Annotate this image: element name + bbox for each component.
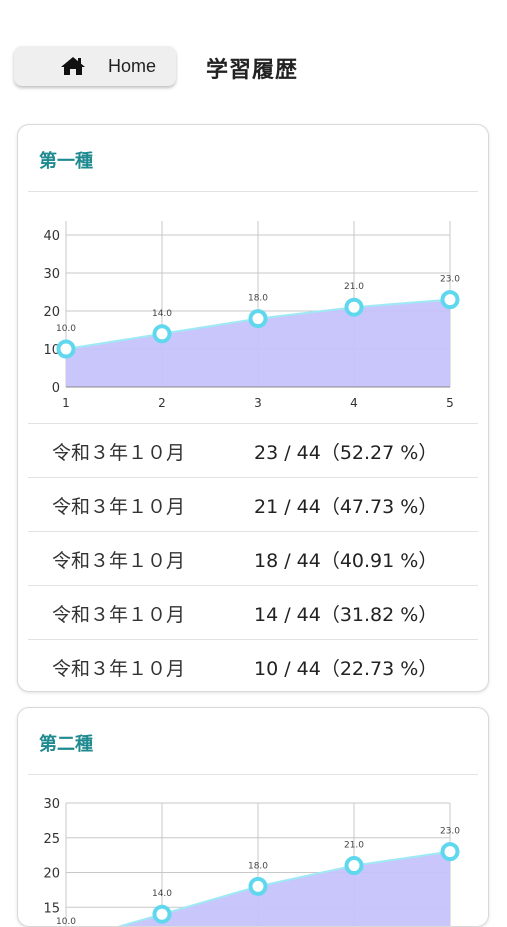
history-row: 令和３年１０月 14 / 44（31.82 %）	[28, 585, 478, 639]
section-title: 第二種	[39, 734, 93, 755]
data-point	[440, 842, 460, 862]
y-tick-label: 30	[43, 797, 60, 812]
home-button-label: Home	[108, 56, 157, 76]
history-date: 令和３年１０月	[52, 496, 186, 518]
history-row: 令和３年１０月 23 / 44（52.27 %）	[28, 423, 478, 477]
y-tick-label: 20	[43, 867, 60, 882]
history-row: 令和３年１０月 18 / 44（40.91 %）	[28, 531, 478, 585]
data-label: 14.0	[152, 889, 172, 899]
data-point	[56, 339, 76, 359]
data-point	[248, 876, 268, 896]
history-date: 令和３年１０月	[52, 658, 186, 680]
top-bar: Home 学習履歴	[0, 0, 507, 110]
y-tick-label: 10	[43, 343, 60, 358]
x-tick-label: 1	[62, 396, 70, 410]
page-title: 学習履歴	[206, 58, 299, 83]
data-label: 10.0	[56, 324, 76, 334]
section-title: 第一種	[39, 151, 93, 172]
score-chart-type1: 0 10 20 30 40 10.0 14.0 18.0 21.0 23.0 1 2 3 4 5	[43, 221, 460, 410]
data-point	[440, 290, 460, 310]
x-tick-label: 5	[446, 396, 454, 410]
divider	[28, 191, 478, 192]
score-chart-type2: 15 20 25 30 10.0 14.0 18.0 21.0 23.0	[43, 797, 460, 927]
x-tick-label: 2	[158, 396, 166, 410]
data-label: 21.0	[344, 282, 364, 292]
area-fill	[66, 299, 450, 387]
data-label: 10.0	[56, 917, 76, 927]
history-score: 18 / 44（40.91 %）	[254, 550, 438, 572]
history-date: 令和３年１０月	[52, 442, 186, 464]
data-label: 18.0	[248, 294, 268, 304]
data-point	[152, 904, 172, 924]
section-card-type2: 第二種 15 20 25 30 10.0 14.0 18.0 21.0 23.0	[17, 707, 489, 927]
history-row: 令和３年１０月 21 / 44（47.73 %）	[28, 477, 478, 531]
section-card-type1: 第一種 0 10 20 30 40 10.0 14.0 18.0 21.0 23.0 1 2 3 4 5 令…	[17, 124, 489, 692]
y-tick-label: 20	[43, 305, 60, 320]
history-row: 令和３年１０月 10 / 44（22.73 %）	[28, 639, 478, 691]
history-score: 21 / 44（47.73 %）	[254, 496, 438, 518]
history-score: 14 / 44（31.82 %）	[254, 604, 438, 626]
data-label: 21.0	[344, 841, 364, 851]
history-score: 10 / 44（22.73 %）	[254, 658, 438, 680]
y-tick-label: 15	[43, 901, 60, 916]
x-tick-label: 4	[350, 396, 358, 410]
home-button[interactable]: Home	[14, 46, 176, 86]
data-label: 14.0	[152, 309, 172, 319]
data-point	[248, 309, 268, 329]
y-tick-label: 0	[52, 381, 60, 396]
data-label: 18.0	[248, 861, 268, 871]
data-point	[344, 856, 364, 876]
data-label: 23.0	[440, 275, 460, 285]
history-date: 令和３年１０月	[52, 550, 186, 572]
home-icon	[61, 57, 85, 75]
history-score: 23 / 44（52.27 %）	[254, 442, 438, 464]
y-tick-label: 25	[43, 832, 60, 847]
data-label: 23.0	[440, 827, 460, 837]
history-date: 令和３年１０月	[52, 604, 186, 626]
y-tick-label: 40	[43, 229, 60, 244]
data-point	[152, 324, 172, 344]
history-list-type1: 令和３年１０月 23 / 44（52.27 %） 令和３年１０月 21 / 44（47…	[28, 423, 478, 691]
data-point	[344, 297, 364, 317]
y-tick-label: 30	[43, 267, 60, 282]
x-tick-label: 3	[254, 396, 262, 410]
divider	[28, 774, 478, 775]
